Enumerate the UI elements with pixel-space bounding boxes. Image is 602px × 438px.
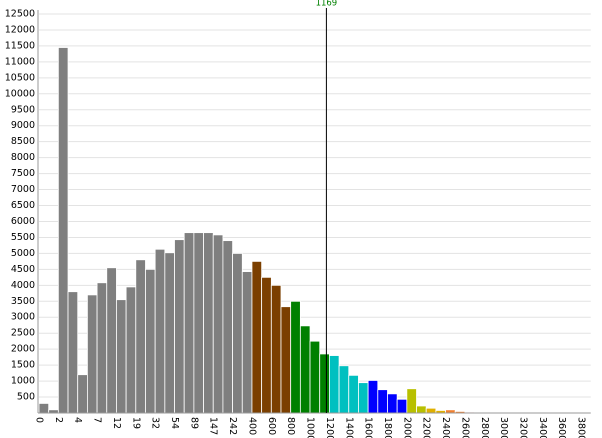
y-tick-label: 3000 — [11, 312, 35, 323]
y-tick-label: 8500 — [11, 136, 35, 147]
y-tick-label: 7500 — [11, 168, 35, 179]
y-tick-label: 2000 — [11, 344, 35, 355]
bar — [116, 299, 127, 414]
x-tick-label: 2600 — [459, 417, 470, 438]
bar — [406, 388, 417, 414]
y-tick-label: 500 — [17, 392, 35, 403]
bar — [212, 234, 224, 414]
x-tick-label: 3200 — [518, 417, 529, 438]
bar — [222, 240, 233, 414]
bar — [183, 232, 195, 414]
bar — [125, 286, 137, 414]
bar — [309, 340, 321, 414]
bar — [299, 325, 311, 414]
x-tick-label: 19 — [130, 417, 141, 429]
x-tick-label: 3400 — [537, 417, 548, 438]
x-tick-label: 2800 — [479, 417, 490, 438]
bar — [67, 291, 79, 414]
x-tick-label: 89 — [188, 417, 199, 429]
y-tick-label: 4000 — [11, 280, 35, 291]
x-tick-label: 3000 — [498, 417, 509, 438]
x-tick-label: 2400 — [440, 417, 451, 438]
x-tick-label: 800 — [285, 417, 296, 435]
y-tick-label: 12500 — [5, 9, 35, 20]
y-tick-label: 11500 — [5, 40, 35, 51]
marker-label: 1169 — [316, 0, 338, 9]
x-tick-label: 2200 — [421, 417, 432, 438]
x-tick-label: 12 — [111, 417, 122, 429]
bar — [290, 300, 301, 414]
x-tick-label: 0 — [34, 417, 45, 423]
y-tick-label: 9000 — [11, 120, 35, 131]
bar — [77, 374, 88, 414]
x-tick-label: 32 — [150, 417, 161, 429]
bar — [87, 294, 98, 414]
bar — [154, 248, 166, 414]
bar — [193, 232, 204, 414]
bar — [358, 382, 369, 414]
bar — [174, 239, 185, 414]
x-tick-label: 1000 — [305, 417, 316, 438]
bar — [261, 276, 272, 414]
x-tick-label: 54 — [169, 417, 180, 429]
x-tick-label: 4 — [72, 417, 83, 423]
x-tick-label: 1200 — [324, 417, 335, 438]
bar — [135, 259, 146, 414]
bar — [57, 47, 69, 414]
y-tick-label: 1000 — [11, 376, 35, 387]
y-tick-label: 9500 — [11, 104, 35, 115]
x-tick-label: 400 — [246, 417, 257, 435]
bar — [232, 252, 243, 414]
y-tick-label: 6500 — [11, 200, 35, 211]
y-tick-label: 10500 — [5, 72, 35, 83]
bar — [203, 232, 214, 414]
x-tick-label: 3800 — [576, 417, 587, 438]
bar — [251, 260, 263, 414]
y-tick-label: 6000 — [11, 216, 35, 227]
x-tick-label: 2 — [53, 417, 64, 423]
x-tick-label: 1400 — [343, 417, 354, 438]
x-tick-label: 600 — [266, 417, 277, 435]
bar — [270, 284, 282, 414]
bar — [38, 403, 50, 414]
y-tick-label: 7000 — [11, 184, 35, 195]
bar — [319, 353, 330, 414]
bar — [145, 268, 156, 414]
bar — [396, 398, 408, 414]
bar — [106, 267, 117, 414]
bar — [348, 374, 359, 414]
bar — [377, 389, 388, 414]
bar — [328, 355, 340, 414]
y-tick-label: 2500 — [11, 328, 35, 339]
bar — [367, 380, 379, 414]
bar — [338, 365, 350, 414]
y-tick-label: 5000 — [11, 248, 35, 259]
x-tick-label: 1800 — [382, 417, 393, 438]
y-tick-label: 10000 — [5, 88, 35, 99]
bar — [280, 306, 292, 414]
y-tick-label: 1500 — [11, 360, 35, 371]
x-tick-label: 1600 — [363, 417, 374, 438]
x-tick-label: 7 — [92, 417, 103, 423]
x-tick-label: 2000 — [401, 417, 412, 438]
y-tick-label: 12000 — [5, 24, 35, 35]
y-tick-label: 11000 — [5, 56, 35, 67]
bar — [416, 405, 427, 414]
bar — [96, 282, 108, 414]
bar — [387, 393, 398, 414]
bar — [164, 252, 175, 414]
bar — [425, 407, 437, 414]
x-tick-label: 147 — [208, 417, 219, 435]
y-tick-label: 4500 — [11, 264, 35, 275]
bar — [241, 271, 253, 414]
y-tick-label: 3500 — [11, 296, 35, 307]
x-tick-label: 3600 — [556, 417, 567, 438]
y-tick-label: 5500 — [11, 232, 35, 243]
x-tick-label: 242 — [227, 417, 238, 435]
y-tick-label: 8000 — [11, 152, 35, 163]
